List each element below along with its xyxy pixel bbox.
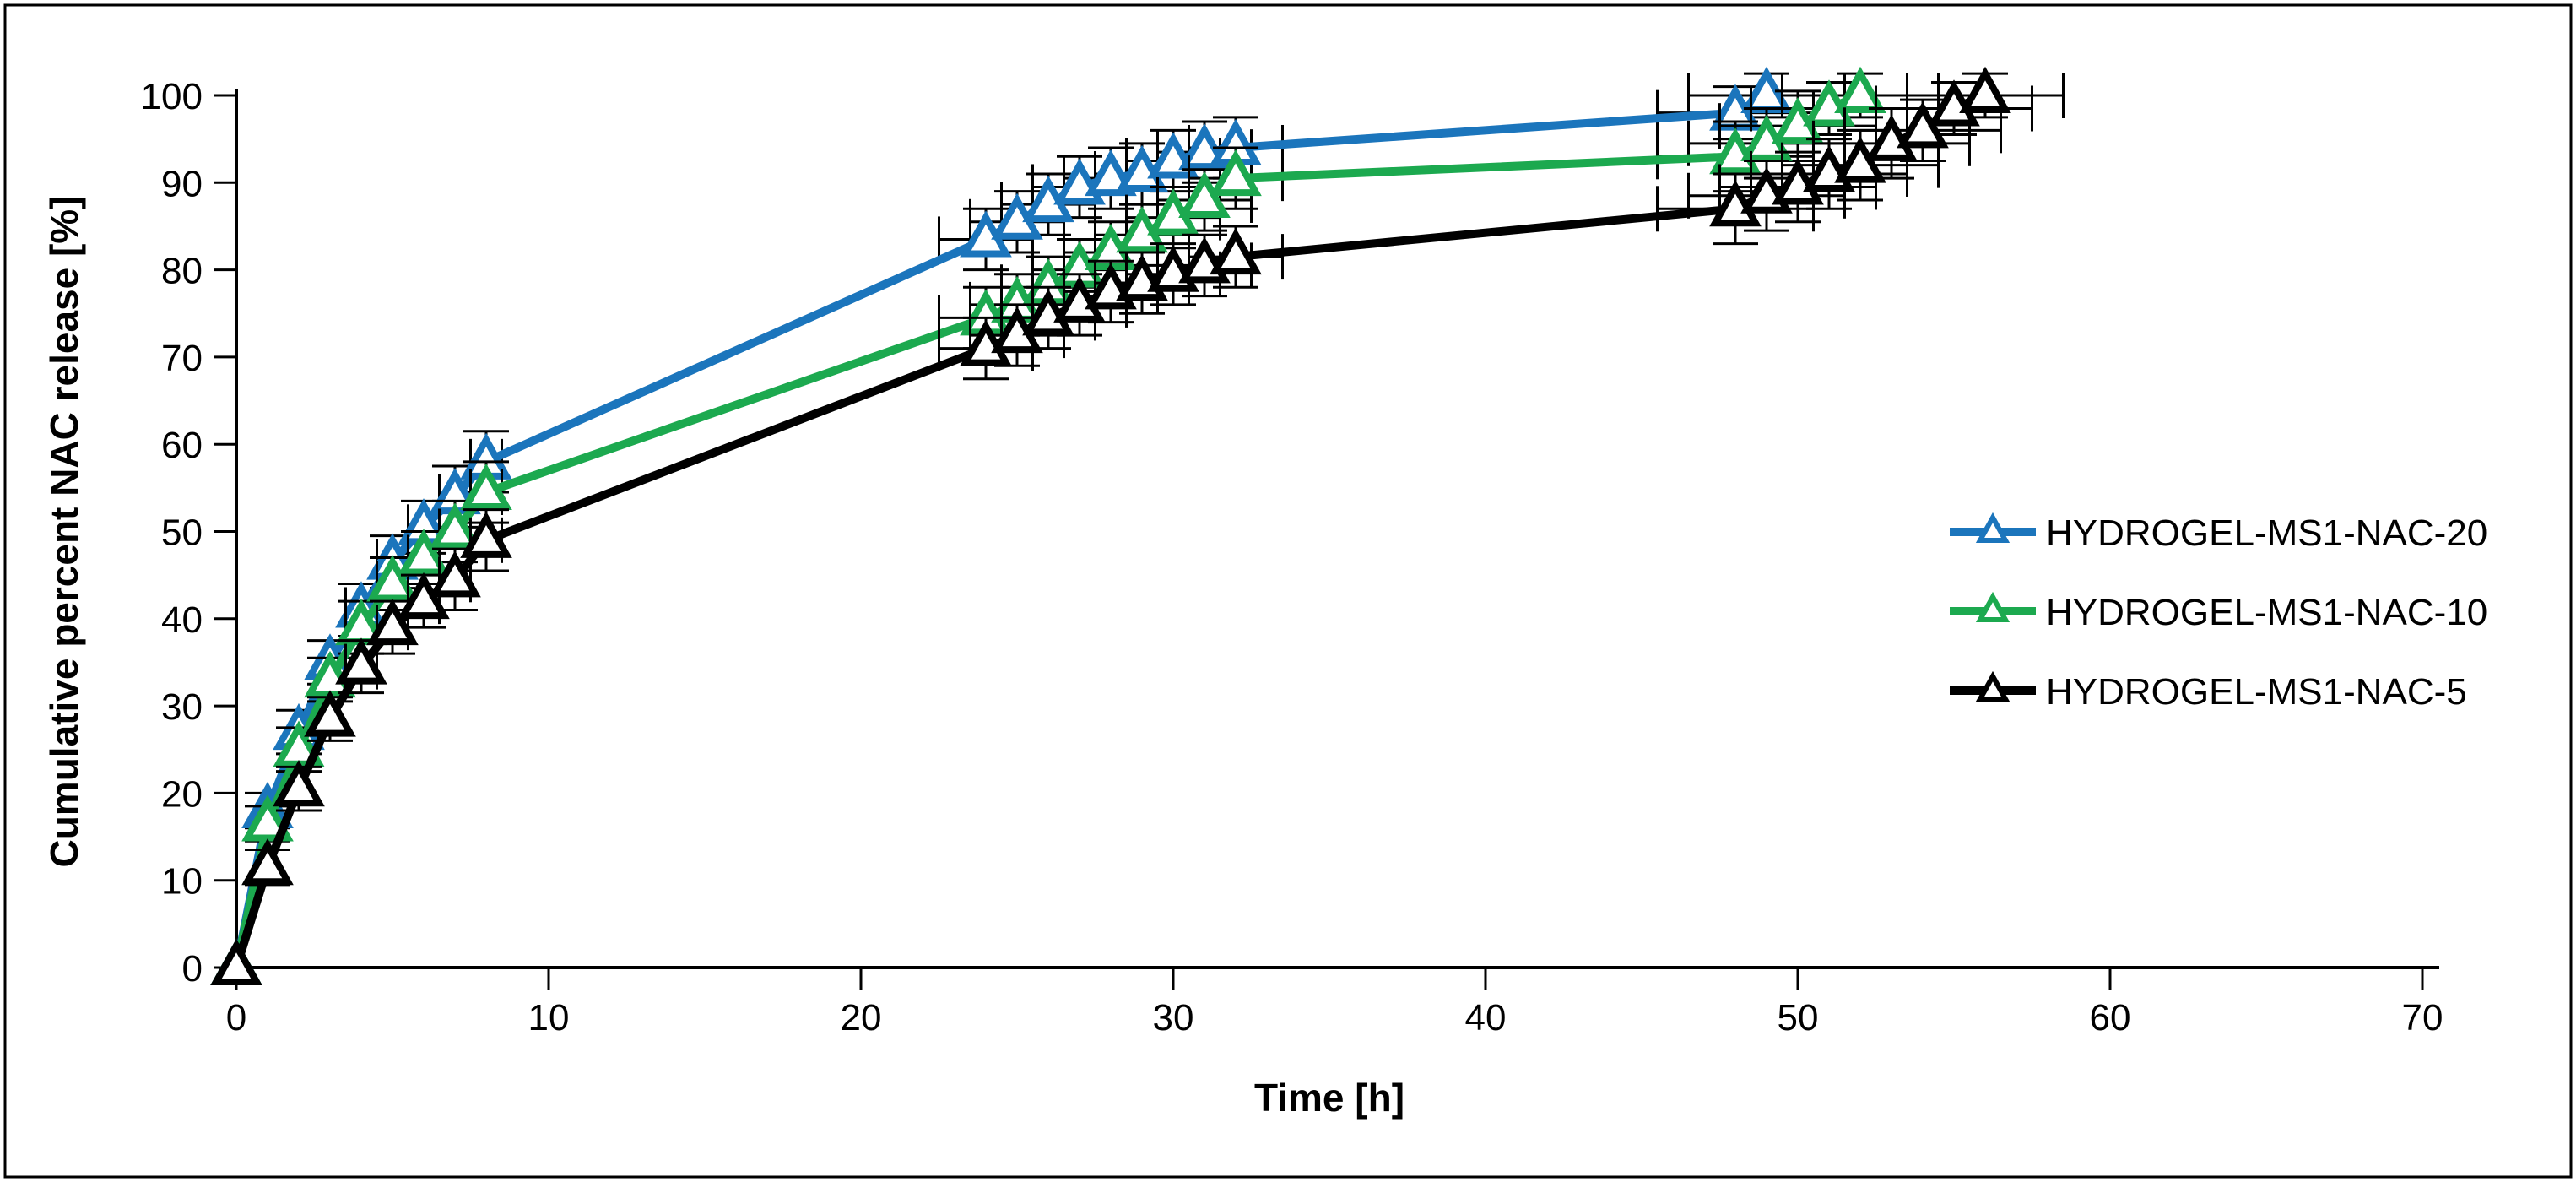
data-point-marker <box>241 794 294 842</box>
data-point-marker <box>1178 171 1231 218</box>
x-axis-title: Time [h] <box>1254 1076 1404 1120</box>
y-tick-label: 30 <box>161 686 203 728</box>
data-point-marker <box>1210 149 1262 197</box>
legend-entry-nac-20: HYDROGEL-MS1-NAC-20 <box>1950 512 2487 554</box>
data-point-marker <box>366 598 419 646</box>
legend-triangle-icon-nac-20 <box>1975 512 2010 543</box>
legend-label-nac-5: HYDROGEL-MS1-NAC-5 <box>2046 671 2467 713</box>
legend-label-nac-20: HYDROGEL-MS1-NAC-20 <box>2046 512 2487 554</box>
data-point-marker <box>398 572 450 620</box>
x-tick-label: 60 <box>2090 997 2131 1038</box>
data-point-marker <box>366 555 419 602</box>
data-point-marker <box>210 938 262 985</box>
data-point-marker <box>1959 66 2011 113</box>
x-tick-label: 10 <box>528 997 570 1038</box>
legend-label-nac-10: HYDROGEL-MS1-NAC-10 <box>2046 592 2487 633</box>
legend-entry-nac-10: HYDROGEL-MS1-NAC-10 <box>1950 591 2487 633</box>
x-tick-label: 50 <box>1778 997 1819 1038</box>
data-point-marker <box>429 502 481 550</box>
axes: 0 10 20 30 40 50 60 70 0 10 20 30 40 50 60 70 80 90 100 <box>141 76 2443 1038</box>
figure-border <box>3 3 2573 1179</box>
y-tick-label: 0 <box>182 948 203 990</box>
data-point-marker <box>1834 136 1886 183</box>
data-point-marker <box>304 690 356 737</box>
data-point-marker <box>460 511 512 558</box>
x-tick-label: 70 <box>2402 997 2443 1038</box>
y-axis-title: Cumulative percent NAC release [%] <box>42 196 86 867</box>
y-tick-label: 90 <box>161 163 203 204</box>
y-tick-label: 70 <box>161 338 203 379</box>
y-tick-label: 100 <box>141 76 203 117</box>
data-point-marker <box>1834 66 1886 113</box>
x-tick-label: 0 <box>226 997 246 1038</box>
data-point-marker <box>1897 101 1949 149</box>
data-point-marker <box>429 550 481 598</box>
legend-triangle-icon-nac-10 <box>1975 591 2010 622</box>
legend-triangle-icon-nac-5 <box>1975 670 2010 702</box>
y-tick-label: 60 <box>161 425 203 466</box>
data-point-marker <box>460 463 512 511</box>
y-tick-label: 40 <box>161 599 203 641</box>
x-tick-label: 30 <box>1153 997 1194 1038</box>
y-tick-label: 80 <box>161 251 203 292</box>
legend: HYDROGEL-MS1-NAC-20 HYDROGEL-MS1-NAC-10 … <box>1950 512 2487 713</box>
legend-entry-nac-5: HYDROGEL-MS1-NAC-5 <box>1950 670 2467 713</box>
plot-area <box>210 66 2065 985</box>
data-point-marker <box>398 529 450 576</box>
data-point-marker <box>1210 227 1262 275</box>
x-tick-label: 40 <box>1465 997 1507 1038</box>
y-tick-label: 10 <box>161 861 203 903</box>
y-tick-label: 20 <box>161 773 203 815</box>
y-tick-label: 50 <box>161 512 203 554</box>
series-HYDROGEL-MS1-NAC-5 <box>210 66 2065 985</box>
x-tick-label: 20 <box>841 997 882 1038</box>
data-point-marker <box>241 838 294 886</box>
data-point-marker <box>273 760 325 807</box>
data-point-marker <box>335 637 387 685</box>
